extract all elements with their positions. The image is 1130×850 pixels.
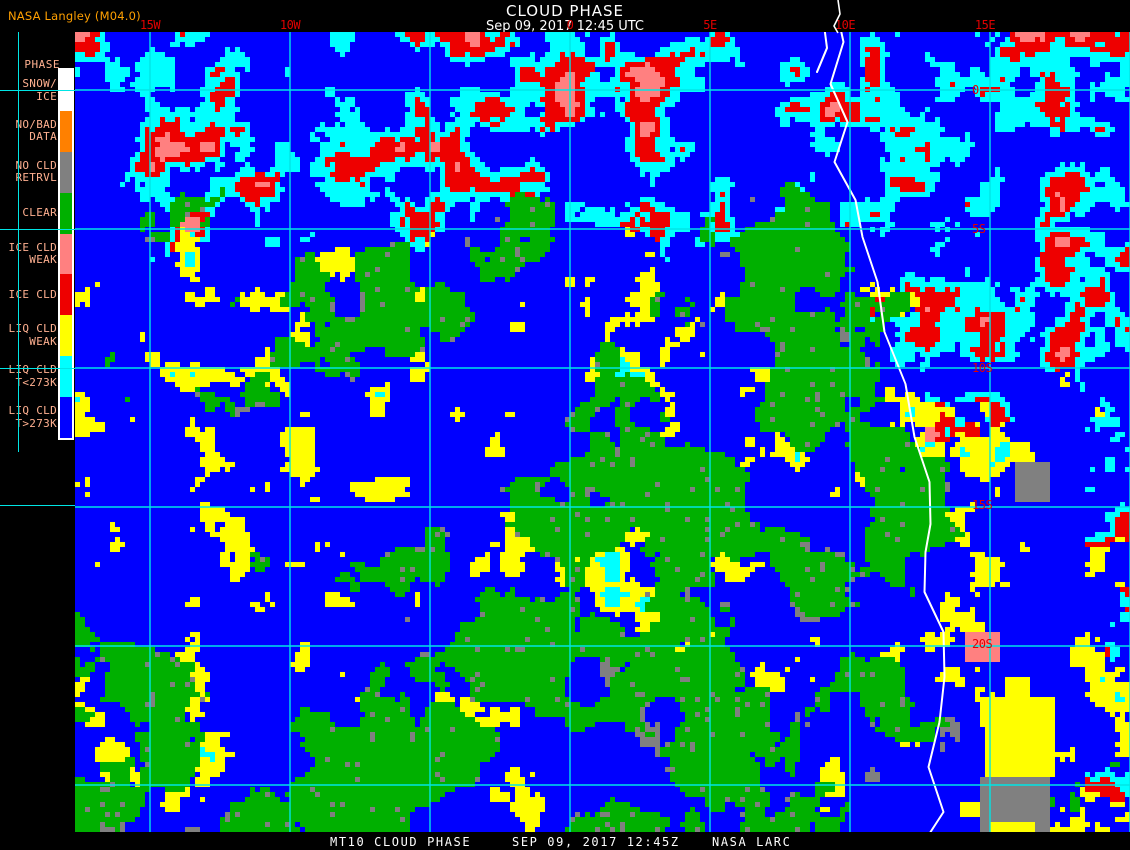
lon-tick-3: 5E — [703, 18, 717, 32]
legend-swatch-8 — [60, 397, 72, 438]
legend-label-6: LIQ CLD WEAK — [8, 322, 57, 348]
legend-swatch-3 — [60, 192, 72, 234]
legend-swatch-7 — [60, 356, 72, 397]
legend-colorbar — [58, 68, 74, 440]
legend-label-0: SNOW/ICE — [22, 77, 57, 103]
legend-label-8: LIQ CLD T>273K — [8, 404, 57, 430]
lon-tick-0: 15W — [139, 18, 161, 32]
lat-tick-3: 15S — [972, 498, 993, 512]
legend-swatch-1 — [60, 110, 72, 152]
lon-tick-4: 10E — [834, 18, 856, 32]
legend-border-line — [18, 32, 20, 452]
legend-swatch-2 — [60, 151, 72, 193]
legend-label-1: NO/BAD DATA — [15, 117, 57, 144]
legend-label-4: ICE CLD WEAK — [8, 240, 57, 267]
legend-title: PHASE — [24, 58, 60, 71]
nasa-langley-attribution: NASA Langley (M04.0) — [8, 9, 141, 23]
lat-tick-2: 10S — [972, 361, 993, 375]
satellite-map[interactable] — [75, 32, 1130, 832]
grid-line-extension — [0, 505, 75, 507]
lon-tick-5: 15E — [974, 18, 996, 32]
legend-label-3: CLEAR — [22, 205, 57, 219]
legend-label-7: LIQ CLD T<273K — [8, 363, 57, 389]
lon-tick-2: 0 — [566, 18, 574, 32]
legend-label-5: ICE CLD — [8, 287, 57, 301]
cloud-phase-raster — [75, 32, 1130, 832]
footer-timestamp: SEP 09, 2017 12:45Z — [512, 835, 680, 849]
grid-line-extension — [0, 90, 75, 92]
lat-tick-1: 5S — [972, 222, 986, 236]
status-bar: MT10 CLOUD PHASE SEP 09, 2017 12:45Z NAS… — [0, 832, 1130, 850]
footer-product: MT10 CLOUD PHASE — [330, 835, 472, 849]
lat-tick-0: 0 — [972, 83, 979, 97]
legend-label-2: NO CLD RETRVL — [15, 158, 57, 185]
lon-tick-1: 10W — [279, 18, 301, 32]
legend-swatch-5 — [60, 274, 72, 316]
legend-swatch-6 — [60, 315, 72, 357]
timestamp-subtitle: Sep 09, 2017 12:45 UTC — [485, 19, 645, 34]
grid-line-extension — [0, 229, 75, 231]
grid-line-extension — [0, 368, 75, 370]
footer-agency: NASA LARC — [712, 835, 792, 849]
phase-legend: PHASE SNOW/ICE NO/BAD DATA NO CLD RETRVL CLEA… — [0, 32, 75, 832]
legend-swatch-4 — [60, 233, 72, 275]
lat-tick-4: 20S — [972, 637, 993, 651]
page-title: CLOUD PHASE — [506, 2, 624, 20]
